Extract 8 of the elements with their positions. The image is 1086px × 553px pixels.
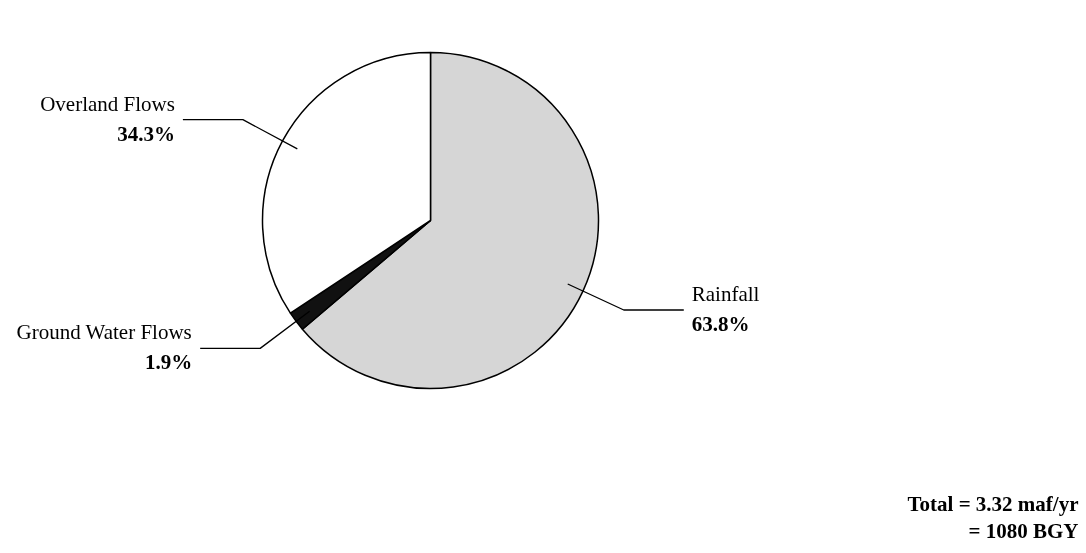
slice-label: Rainfall bbox=[691, 281, 760, 306]
data-label: 63.8% bbox=[691, 311, 750, 336]
text: = 1080 BGY bbox=[968, 518, 1079, 543]
slice-label: Ground Water Flows bbox=[16, 320, 192, 345]
slice-label: Overland Flows bbox=[40, 91, 175, 116]
text: Total = 3.32 maf/yr bbox=[907, 491, 1079, 516]
data-label: 34.3% bbox=[117, 121, 175, 146]
data-label: 1.9% bbox=[144, 350, 193, 375]
